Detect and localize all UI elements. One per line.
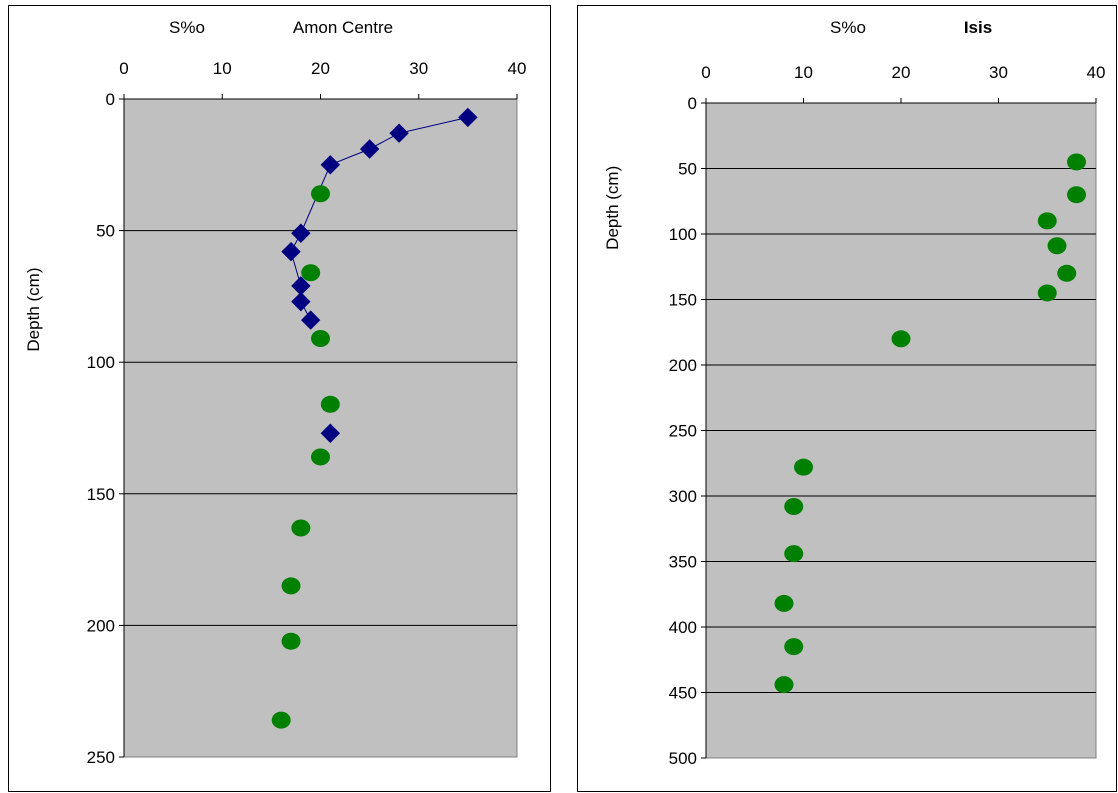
data-point-diamond [300, 310, 321, 330]
chart-title: Isis [964, 18, 992, 37]
data-point-circle [1057, 264, 1077, 282]
data-point-circle [1067, 153, 1086, 171]
data-point-diamond [359, 139, 380, 159]
y-tick-label: 450 [669, 684, 697, 703]
data-point-circle [311, 185, 330, 203]
y-tick-label: 300 [669, 487, 697, 506]
y-tick-label: 200 [87, 616, 115, 635]
y-tick-label: 350 [669, 553, 697, 572]
data-point-circle [1047, 237, 1067, 255]
data-point-diamond [281, 241, 301, 262]
data-point-circle [1067, 186, 1086, 204]
x-tick-label: 20 [892, 63, 911, 82]
data-point-circle [774, 676, 794, 694]
y-tick-label: 100 [87, 353, 115, 372]
isis-chart: 0 50 100 150 200 250 300 350 400 450 500 0 10 20 30 40 S… [603, 18, 1106, 768]
x-tick-label: 0 [701, 63, 710, 82]
data-point-circle [281, 577, 301, 595]
x-axis-label: S%o [169, 18, 205, 37]
data-point-diamond [458, 107, 478, 128]
data-point-circle [784, 638, 804, 656]
data-point-circle [891, 330, 911, 348]
plot-area [123, 98, 518, 758]
x-tick-label: 30 [409, 59, 428, 78]
x-tick-label: 20 [311, 59, 330, 78]
amon-centre-chart: 0 50 100 150 200 250 0 10 20 30 40 S%o Amon Centre De… [24, 18, 527, 767]
y-tick-label: 400 [669, 618, 697, 637]
y-tick-label: 100 [669, 225, 697, 244]
x-tick-label: 40 [1087, 63, 1106, 82]
chart-title: Amon Centre [293, 18, 393, 37]
data-point-diamond [291, 223, 311, 243]
x-tick-label: 0 [119, 59, 128, 78]
x-tick-label: 10 [794, 63, 813, 82]
y-tick-label: 250 [87, 748, 115, 767]
data-point-circle [311, 448, 330, 466]
data-point-circle [311, 330, 330, 348]
y-tick-label: 0 [106, 90, 115, 109]
data-point-circle [784, 497, 804, 515]
data-point-diamond [389, 123, 409, 143]
chart-panel-amon-centre: 0 50 100 150 200 250 0 10 20 30 40 S%o Amon Centre De… [8, 5, 551, 792]
data-point-diamond [291, 291, 311, 312]
data-point-circle [794, 458, 813, 476]
y-tick-label: 150 [669, 291, 697, 310]
data-point-circle [301, 264, 321, 282]
data-point-circle [774, 594, 794, 612]
y-tick-label: 50 [678, 160, 697, 179]
data-point-diamond [320, 155, 341, 175]
y-tick-label: 150 [87, 485, 115, 504]
data-point-diamond [320, 423, 341, 443]
y-tick-label: 200 [669, 356, 697, 375]
x-axis-label: S%o [830, 18, 866, 37]
chart-panel-isis: 0 50 100 150 200 250 300 350 400 450 500 0 10 20 30 40 S… [577, 5, 1117, 792]
y-tick-label: 0 [688, 94, 697, 113]
x-tick-label: 40 [508, 59, 527, 78]
data-point-circle [1037, 212, 1057, 230]
data-point-circle [281, 632, 301, 650]
y-axis-label: Depth (cm) [24, 268, 43, 352]
y-tick-label: 50 [96, 222, 115, 241]
x-tick-label: 30 [989, 63, 1008, 82]
data-point-circle [320, 395, 340, 413]
y-tick-label: 250 [669, 422, 697, 441]
data-point-circle [784, 545, 804, 563]
data-point-circle [1037, 284, 1057, 302]
data-point-circle [271, 711, 291, 729]
x-tick-label: 10 [213, 59, 232, 78]
data-point-circle [291, 519, 311, 537]
y-tick-label: 500 [669, 749, 697, 768]
y-axis-label: Depth (cm) [603, 166, 622, 250]
